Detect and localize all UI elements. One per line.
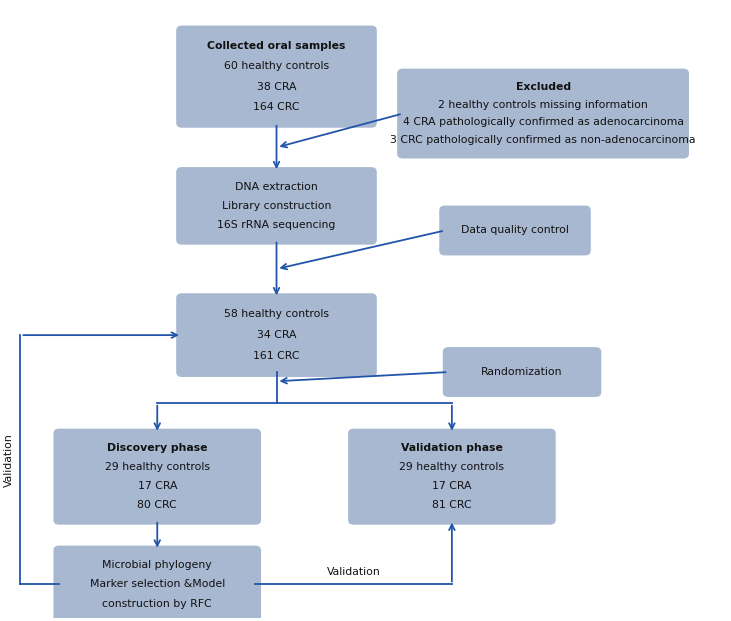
FancyBboxPatch shape xyxy=(397,69,689,158)
Text: 58 healthy controls: 58 healthy controls xyxy=(224,309,329,319)
Text: 81 CRC: 81 CRC xyxy=(432,501,471,510)
FancyBboxPatch shape xyxy=(53,546,261,621)
Text: 29 healthy controls: 29 healthy controls xyxy=(105,462,210,472)
FancyBboxPatch shape xyxy=(439,206,591,255)
Text: 16S rRNA sequencing: 16S rRNA sequencing xyxy=(217,220,336,230)
Text: Validation: Validation xyxy=(4,433,13,487)
Text: 17 CRA: 17 CRA xyxy=(432,481,471,491)
Text: 38 CRA: 38 CRA xyxy=(257,82,296,92)
Text: Discovery phase: Discovery phase xyxy=(107,443,208,453)
Text: 80 CRC: 80 CRC xyxy=(137,501,177,510)
Text: 2 healthy controls missing information: 2 healthy controls missing information xyxy=(438,99,648,110)
FancyBboxPatch shape xyxy=(176,25,376,128)
Text: Microbial phylogeny: Microbial phylogeny xyxy=(102,560,212,570)
Text: Library construction: Library construction xyxy=(221,201,331,211)
Text: 3 CRC pathologically confirmed as non-adenocarcinoma: 3 CRC pathologically confirmed as non-ad… xyxy=(390,135,696,145)
Text: construction by RFC: construction by RFC xyxy=(102,599,212,609)
Text: 34 CRA: 34 CRA xyxy=(257,330,296,340)
FancyBboxPatch shape xyxy=(443,347,602,397)
FancyBboxPatch shape xyxy=(176,167,376,245)
Text: Excluded: Excluded xyxy=(515,82,571,92)
Text: Validation phase: Validation phase xyxy=(401,443,503,453)
Text: 161 CRC: 161 CRC xyxy=(253,351,300,361)
Text: Data quality control: Data quality control xyxy=(461,225,569,235)
Text: 29 healthy controls: 29 healthy controls xyxy=(399,462,504,472)
FancyBboxPatch shape xyxy=(176,293,376,377)
Text: Collected oral samples: Collected oral samples xyxy=(208,41,346,51)
FancyBboxPatch shape xyxy=(348,428,556,525)
Text: Marker selection &Model: Marker selection &Model xyxy=(90,579,225,589)
Text: Validation: Validation xyxy=(327,567,381,577)
Text: Randomization: Randomization xyxy=(481,367,563,377)
Text: DNA extraction: DNA extraction xyxy=(235,181,318,191)
Text: 17 CRA: 17 CRA xyxy=(137,481,177,491)
Text: 4 CRA pathologically confirmed as adenocarcinoma: 4 CRA pathologically confirmed as adenoc… xyxy=(403,117,683,127)
Text: 60 healthy controls: 60 healthy controls xyxy=(224,61,329,71)
FancyBboxPatch shape xyxy=(53,428,261,525)
Text: 164 CRC: 164 CRC xyxy=(253,102,300,112)
